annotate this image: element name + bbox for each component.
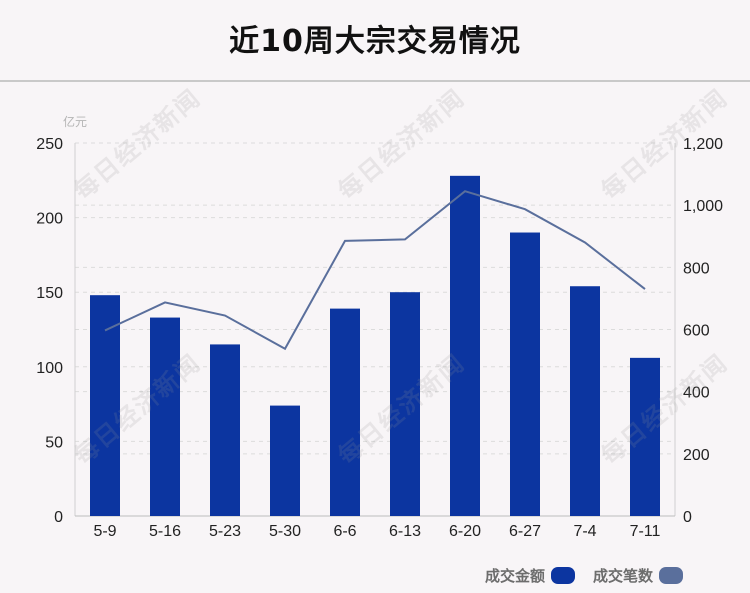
bar (210, 344, 240, 516)
x-tick-label: 6-13 (389, 523, 421, 540)
right-tick-label: 200 (683, 447, 710, 464)
count-line (104, 190, 646, 351)
x-tick-label: 5-30 (269, 523, 301, 540)
x-tick-label: 6-27 (509, 523, 541, 540)
legend-label: 成交金额 (485, 566, 546, 585)
line-series (104, 190, 646, 351)
left-tick-label: 0 (54, 509, 63, 526)
right-tick-label: 800 (683, 260, 710, 277)
x-tick-label: 5-9 (93, 523, 116, 540)
right-tick-label: 1,200 (683, 136, 723, 153)
x-tick-label: 7-4 (573, 523, 596, 540)
legend-item-count: 成交笔数 (593, 564, 684, 586)
left-tick-label: 200 (36, 211, 63, 228)
legend-item-amount: 成交金额 (485, 564, 576, 586)
bar (270, 405, 300, 516)
bar (570, 286, 600, 516)
bar (630, 357, 660, 516)
bar (510, 232, 540, 516)
x-tick-label: 5-23 (209, 523, 241, 540)
bar (150, 317, 180, 516)
x-tick-label: 6-6 (333, 523, 356, 540)
right-tick-label: 600 (683, 323, 710, 340)
chart-title: 近10周大宗交易情况 (229, 24, 521, 59)
x-tick-label: 5-16 (149, 523, 181, 540)
right-tick-label: 1,000 (683, 198, 723, 215)
left-axis-unit: 亿元 (63, 114, 87, 129)
legend-label: 成交笔数 (593, 566, 654, 585)
legend-swatch (551, 566, 576, 584)
bar (90, 295, 120, 516)
bar (450, 175, 480, 516)
right-tick-label: 400 (683, 385, 710, 402)
bar (330, 308, 360, 516)
right-tick-label: 0 (683, 509, 692, 526)
legend-swatch (659, 566, 684, 584)
title-divider (0, 80, 750, 82)
left-tick-label: 100 (36, 360, 63, 377)
x-tick-label: 7-11 (630, 523, 661, 540)
left-tick-label: 250 (36, 136, 63, 153)
tick-labels: 0 50 100 150 200 250 0 200 400 600 800 1,000 1,200 亿元… (36, 114, 723, 540)
left-tick-label: 150 (36, 285, 63, 302)
bar (390, 292, 420, 516)
bars (90, 175, 660, 516)
left-tick-label: 50 (45, 434, 63, 451)
x-tick-label: 6-20 (449, 523, 481, 540)
